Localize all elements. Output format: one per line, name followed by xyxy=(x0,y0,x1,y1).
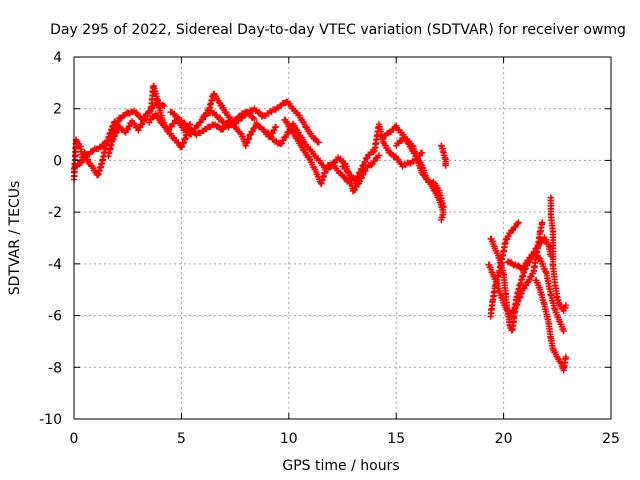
x-tick-label: 25 xyxy=(602,431,620,447)
x-tick-label: 15 xyxy=(387,431,405,447)
y-tick-label: -2 xyxy=(48,205,62,221)
x-tick-label: 10 xyxy=(280,431,298,447)
data-point xyxy=(101,141,109,148)
data-point xyxy=(418,149,426,156)
y-tick-label: 4 xyxy=(53,50,62,66)
y-tick-label: 0 xyxy=(53,153,62,169)
x-tick-labels: 0 5 10 15 20 25 xyxy=(70,431,620,447)
data-point xyxy=(560,327,567,335)
data-point xyxy=(515,219,522,226)
data-point xyxy=(562,302,570,309)
data-point xyxy=(327,163,334,171)
data-point xyxy=(368,161,375,169)
x-axis-label: GPS time / hours xyxy=(282,458,399,474)
data-point xyxy=(251,115,258,123)
data-point xyxy=(562,353,570,361)
data-point xyxy=(370,148,377,156)
y-tick-label: -10 xyxy=(39,412,62,428)
y-tick-label: 2 xyxy=(53,102,62,118)
data-point xyxy=(514,220,521,227)
axis-ticks xyxy=(73,56,612,420)
y-tick-label: -8 xyxy=(48,360,62,376)
data-point xyxy=(161,102,168,110)
chart-title: Day 295 of 2022, Sidereal Day-to-day VTE… xyxy=(50,22,626,38)
grid-lines xyxy=(74,57,611,419)
data-point xyxy=(391,153,399,160)
x-tick-label: 0 xyxy=(70,431,79,447)
y-axis-label: SDTVAR / TECUs xyxy=(7,181,23,296)
data-point xyxy=(438,216,445,224)
y-tick-label: -6 xyxy=(48,309,62,325)
data-point xyxy=(375,152,383,159)
data-point xyxy=(315,139,323,146)
data-point xyxy=(539,219,546,226)
data-point xyxy=(442,162,449,169)
data-point xyxy=(88,148,96,155)
x-tick-label: 5 xyxy=(177,431,186,447)
y-tick-label: -4 xyxy=(48,257,62,273)
x-tick-label: 20 xyxy=(495,431,513,447)
plot-frame xyxy=(73,56,612,420)
data-series-sdtvar xyxy=(70,82,570,374)
data-point xyxy=(440,203,447,211)
data-point xyxy=(272,123,280,130)
y-tick-labels: 4 2 0 -2 -4 -6 -8 -10 xyxy=(39,50,62,428)
